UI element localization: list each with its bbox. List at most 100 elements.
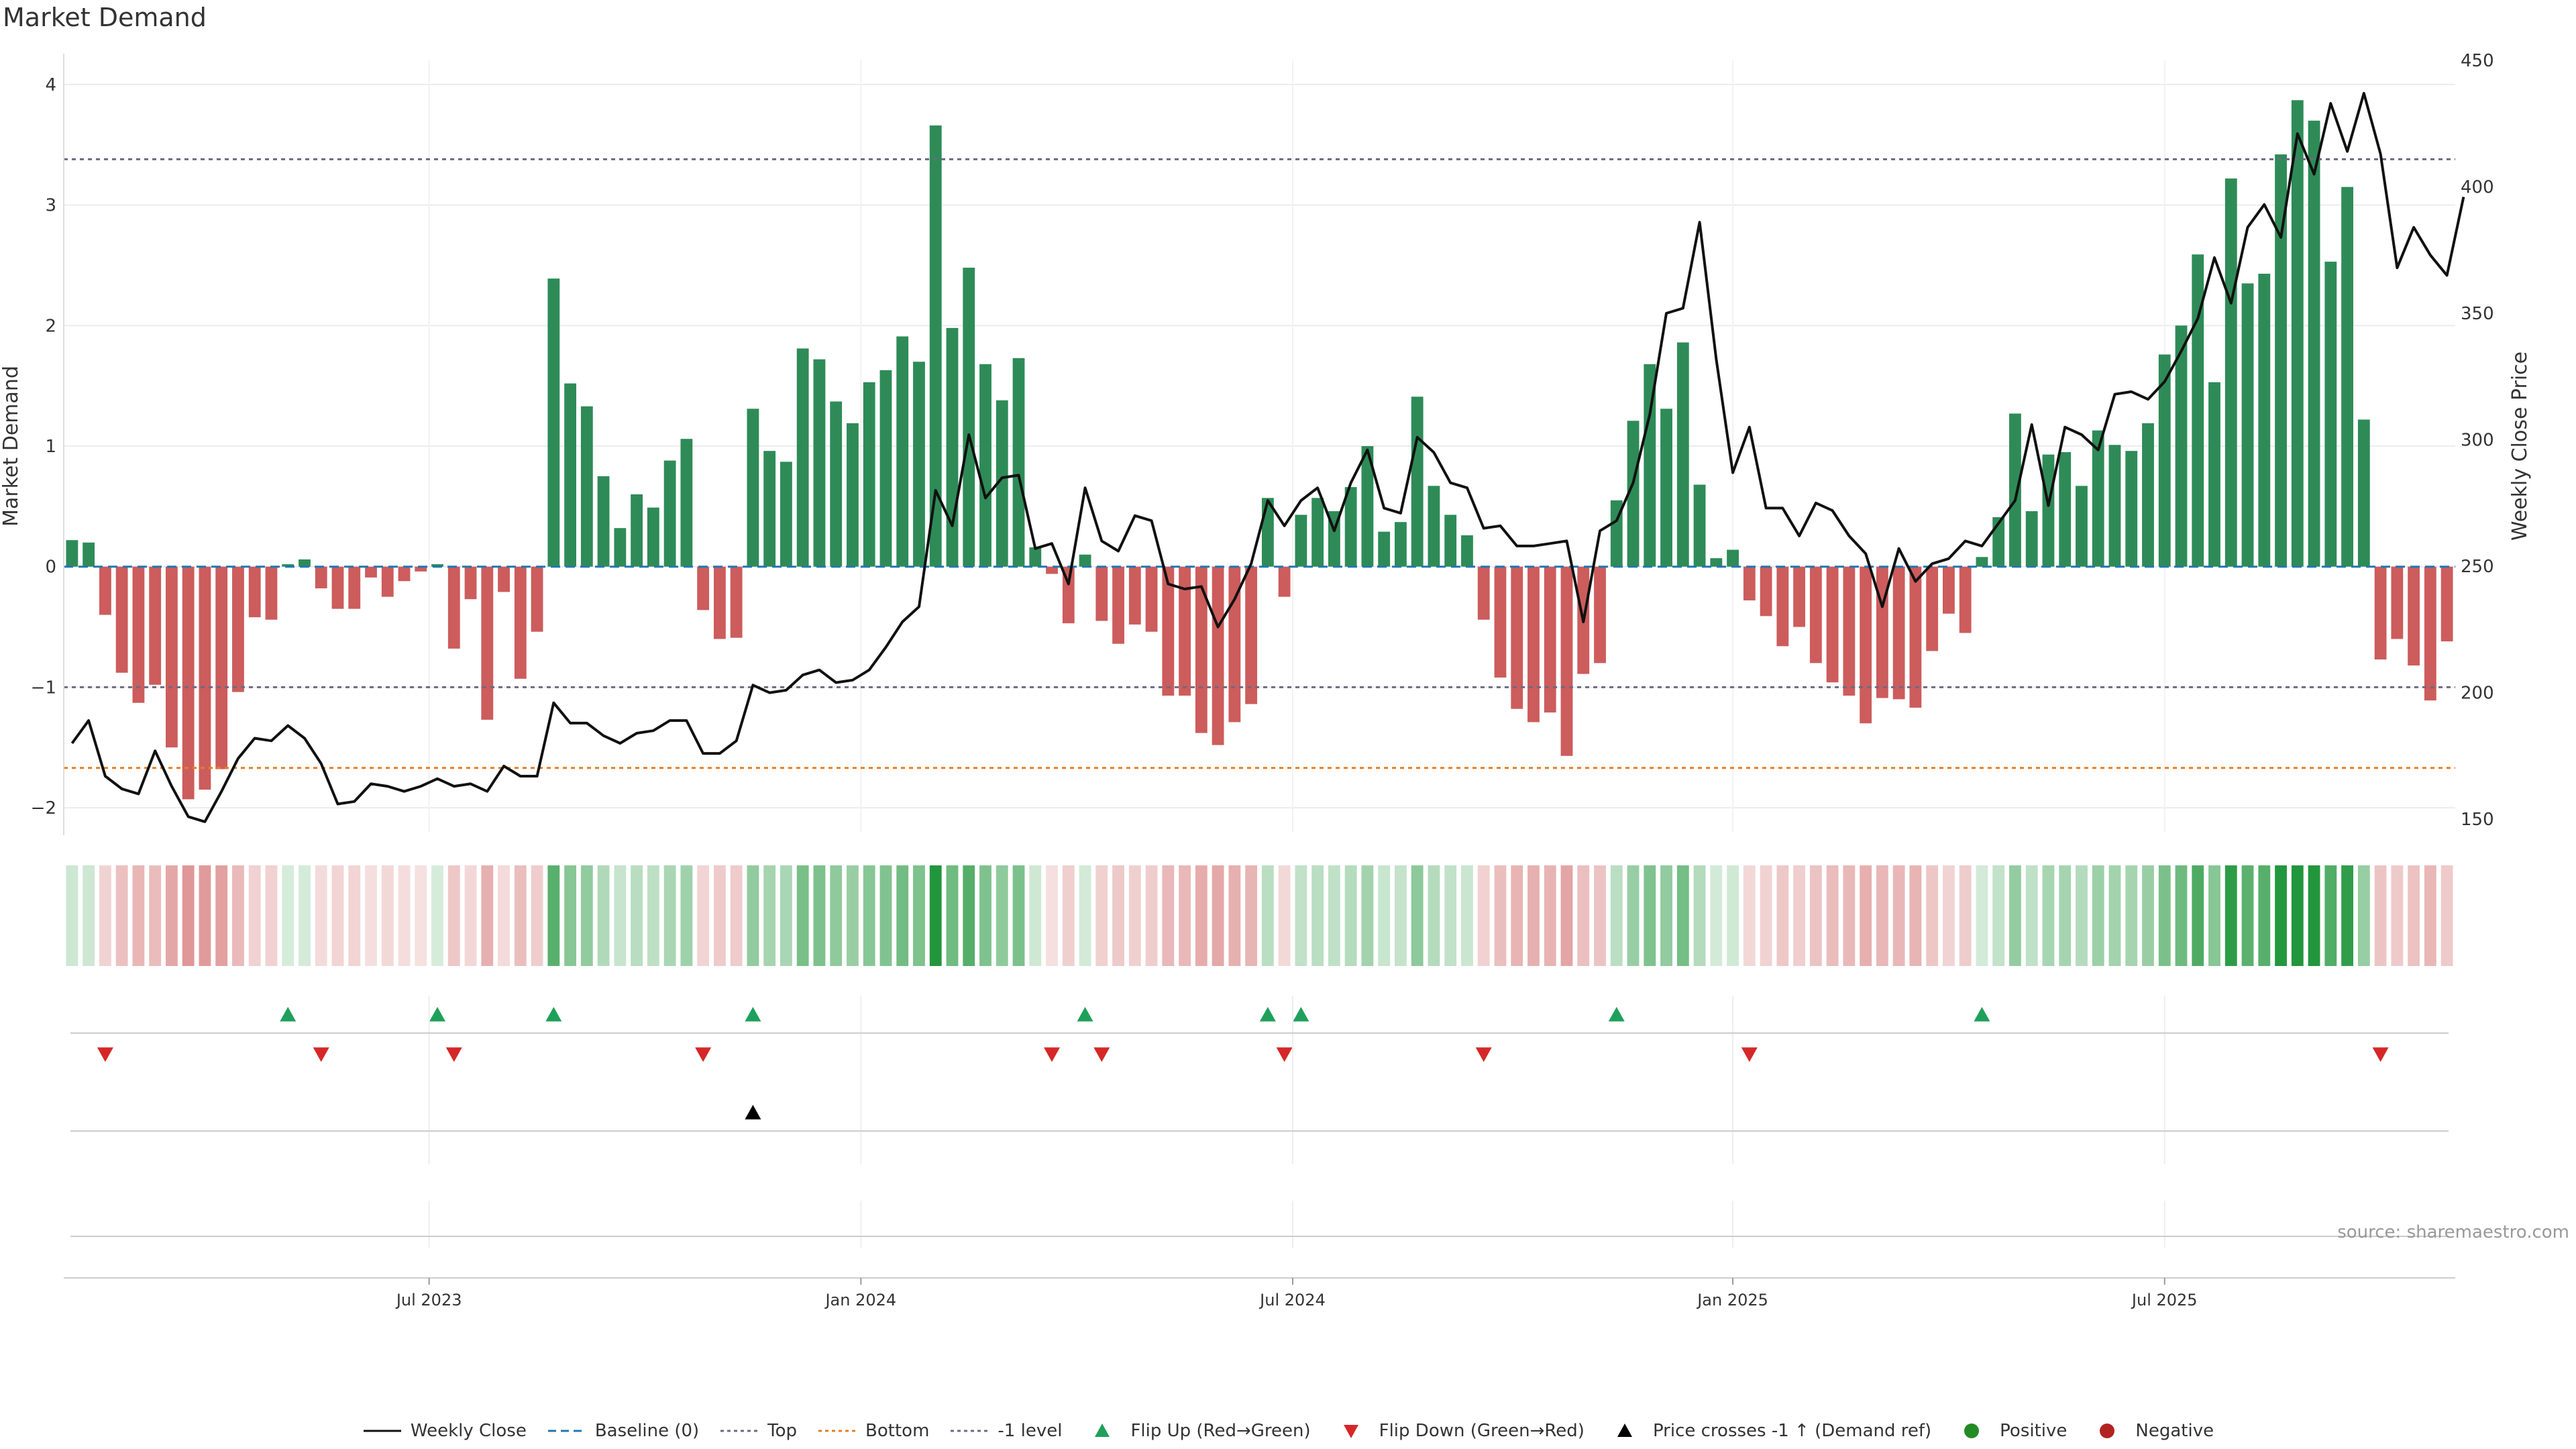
demand-bar (2224, 178, 2237, 567)
band-cell (2291, 865, 2304, 966)
band-cell (2192, 865, 2204, 966)
legend-label: Top (767, 1421, 798, 1441)
band-cell (1976, 865, 1988, 966)
band-cell (415, 865, 427, 966)
band-cell (1693, 865, 1706, 966)
legend-label: Bottom (865, 1421, 930, 1441)
demand-bar (2076, 486, 2088, 567)
legend-item: Positive (1951, 1421, 2067, 1441)
band-cell (713, 865, 726, 966)
flip-up-marker (1608, 1007, 1625, 1022)
x-tick-label: Jan 2024 (824, 1291, 896, 1309)
flip-down-marker (97, 1047, 113, 1062)
band-cell (1261, 865, 1274, 966)
band-cell (2324, 865, 2337, 966)
band-cell (863, 865, 875, 966)
band-cell (115, 865, 128, 966)
demand-bar (879, 370, 892, 567)
band-cell (1992, 865, 2005, 966)
demand-bar (348, 566, 361, 609)
demand-bar (331, 566, 344, 609)
demand-bar (115, 566, 128, 673)
band-cell (514, 865, 527, 966)
demand-bar (1095, 566, 1108, 621)
demand-bar (1079, 554, 1091, 567)
band-cell (2142, 865, 2154, 966)
band-cell (149, 865, 162, 966)
band-cell (1095, 865, 1108, 966)
flip-down-marker (313, 1047, 329, 1062)
band-cell (1212, 865, 1224, 966)
demand-bar (1826, 566, 1839, 683)
band-cell (464, 865, 477, 966)
band-cell (431, 865, 443, 966)
demand-bar (946, 327, 959, 567)
demand-bar (697, 566, 710, 610)
band-cell (1477, 865, 1490, 966)
band-cell (1644, 865, 1656, 966)
flip-down-marker (1741, 1047, 1758, 1062)
band-cell (879, 865, 892, 966)
flip-down-marker (1276, 1047, 1293, 1062)
demand-bar (2374, 566, 2387, 660)
triangle-up-black-icon (1617, 1424, 1632, 1437)
demand-bar (2059, 451, 2072, 567)
y-tick-label: 2 (45, 316, 56, 336)
y-axis-label: Market Demand (0, 366, 23, 527)
legend-item: Negative (2087, 1421, 2214, 1441)
y2-tick-label: 150 (2461, 810, 2494, 830)
band-cell (2408, 865, 2420, 966)
demand-bar (1644, 364, 1656, 567)
demand-bar (1112, 566, 1124, 644)
band-cell (66, 865, 78, 966)
demand-bar (1344, 487, 1357, 567)
demand-bar (680, 439, 693, 567)
band-cell (680, 865, 693, 966)
legend-swatch (1617, 1424, 1632, 1437)
band-cell (913, 865, 925, 966)
demand-bar (813, 359, 826, 567)
demand-bar (215, 566, 228, 769)
demand-bar (730, 566, 743, 638)
band-cell (1361, 865, 1374, 966)
legend-item: Flip Down (Green→Red) (1331, 1421, 1585, 1441)
band-cell (2341, 865, 2353, 966)
band-cell (580, 865, 593, 966)
demand-bar (1145, 566, 1158, 632)
demand-bar (597, 476, 610, 567)
demand-bar (2175, 325, 2188, 567)
band-cell (2374, 865, 2387, 966)
band-cell (1776, 865, 1789, 966)
demand-bar (1311, 498, 1324, 567)
demand-bar (2142, 423, 2154, 567)
demand-bar (1876, 566, 1888, 698)
band-cell (780, 865, 792, 966)
demand-bar (1710, 558, 1723, 567)
legend-item: Bottom (817, 1421, 929, 1441)
band-cell (1228, 865, 1241, 966)
dotted-line-icon (951, 1430, 989, 1432)
legend-item: Price crosses -1 ↑ (Demand ref) (1605, 1421, 1931, 1441)
demand-bar (1793, 566, 1806, 627)
demand-bar (913, 362, 925, 567)
band-cell (265, 865, 278, 966)
band-cell (614, 865, 627, 966)
triangle-down-red-icon (1343, 1425, 1358, 1438)
demand-bar (498, 566, 510, 592)
y-tick-label: 3 (45, 196, 56, 216)
price-line-layer (70, 92, 2465, 823)
band-cell (1278, 865, 1291, 966)
demand-bar (1776, 566, 1789, 647)
band-cell (631, 865, 643, 966)
demand-bar (2258, 274, 2271, 567)
demand-bar (248, 566, 261, 618)
demand-bar (963, 268, 975, 567)
band-cell (1544, 865, 1556, 966)
band-cell (2258, 865, 2271, 966)
demand-color-band (66, 865, 2453, 966)
demand-bar (847, 423, 859, 567)
demand-bar (531, 566, 543, 632)
demand-bar (1295, 515, 1307, 567)
band-cell (2208, 865, 2220, 966)
band-cell (847, 865, 859, 966)
